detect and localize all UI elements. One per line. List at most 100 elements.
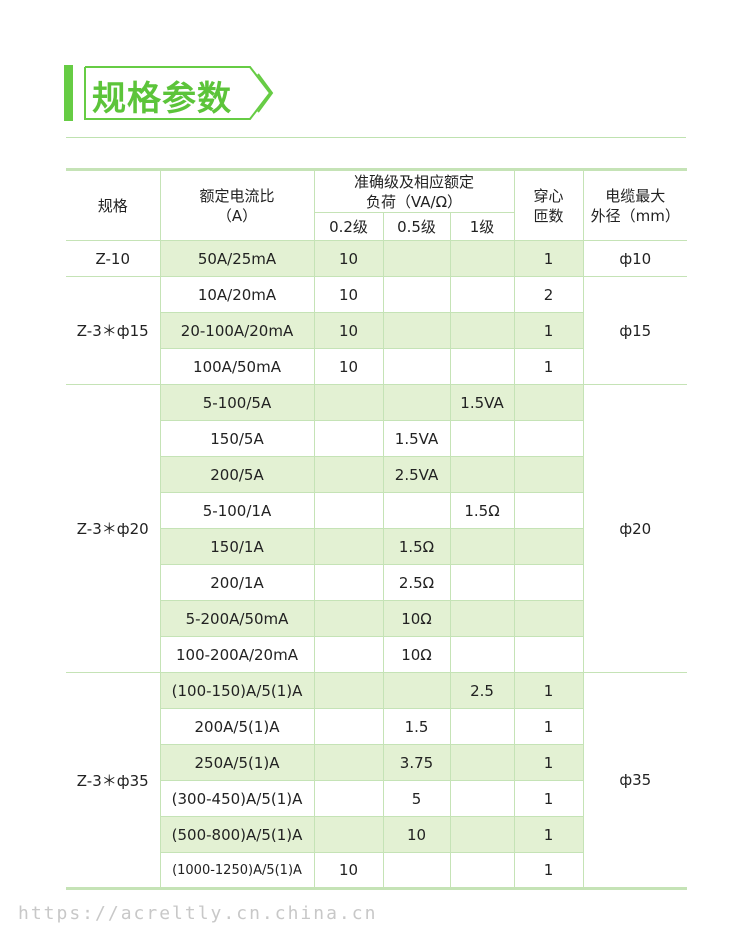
class-0-2-cell [313, 528, 384, 565]
class-0-2-cell [313, 816, 384, 853]
class-1-cell: 2.5 [449, 672, 515, 709]
class-0-2-cell [313, 384, 384, 421]
class-0-2-cell [313, 420, 384, 457]
turns-cell: 1 [513, 708, 584, 745]
class-0-2-cell: 10 [313, 348, 384, 385]
class-1-cell [449, 600, 515, 637]
cable-diameter-cell: ф15 [582, 276, 688, 385]
title-badge: 规格参数 [84, 66, 274, 120]
rated-ratio-cell: 200/1A [160, 564, 315, 601]
title-divider [66, 137, 686, 138]
spec-model-cell: Z-3＊ф20 [66, 384, 161, 673]
header-turns-line1: 穿心 [533, 186, 564, 205]
rated-ratio-cell: 200/5A [160, 456, 315, 493]
title-chevron-frame [84, 66, 274, 120]
table-row: 5-100/1A 1.5Ω [66, 492, 687, 529]
class-1-cell [449, 780, 515, 817]
turns-cell: 1 [513, 312, 584, 349]
class-0-2-cell: 10 [313, 312, 384, 349]
class-0-5-cell: 10Ω [382, 636, 451, 673]
table-row: Z-3＊ф20 5-100/5A 1.5VA ф20 [66, 384, 688, 673]
class-0-5-cell: 10 [382, 816, 451, 853]
rated-ratio-cell: 100A/50mA [160, 348, 315, 385]
class-0-2-cell [313, 600, 384, 637]
header-cable-line1: 电缆最大 [605, 186, 666, 205]
class-0-2-cell: 10 [313, 240, 384, 277]
class-1-cell [449, 276, 515, 313]
spec-table: 规格 额定电流比 （A） 准确级及相应额定 负荷（VA/Ω） 穿心 匝数 电缆最… [66, 168, 688, 890]
class-0-5-cell: 3.75 [382, 744, 451, 781]
class-0-2-cell [313, 780, 384, 817]
rated-ratio-cell: (100-150)A/5(1)A [159, 672, 315, 709]
rated-ratio-cell: 50A/25mA [159, 240, 315, 277]
class-0-5-cell [382, 492, 451, 529]
header-class-0-2: 0.2级 [314, 212, 384, 241]
rated-ratio-cell: 100-200A/20mA [160, 636, 315, 673]
header-rated-ratio: 额定电流比 （A） [159, 169, 315, 241]
header-class-1: 1级 [449, 212, 515, 241]
table-row: 200A/5(1)A 1.5 1 [66, 708, 687, 745]
class-0-5-cell [382, 312, 451, 349]
header-cable-diameter: 电缆最大 外径（mm） [582, 169, 688, 241]
class-0-5-cell [382, 852, 451, 889]
cable-diameter-cell: ф20 [582, 384, 688, 673]
class-0-5-cell [382, 384, 451, 421]
table-row: 20-100A/20mA 10 1 [66, 312, 687, 349]
class-1-cell: 1.5Ω [449, 492, 515, 529]
header-accuracy-line1: 准确级及相应额定 [354, 172, 475, 191]
header-accuracy: 准确级及相应额定 负荷（VA/Ω） [313, 169, 515, 213]
table-row: 150/1A 1.5Ω [66, 528, 687, 565]
turns-cell: 1 [513, 780, 584, 817]
turns-cell: 1 [513, 816, 584, 853]
class-0-2-cell [313, 564, 384, 601]
table-row: 250A/5(1)A 3.75 1 [66, 744, 687, 781]
turns-cell: 1 [513, 852, 584, 889]
class-1-cell [449, 636, 515, 673]
turns-cell: 1 [513, 672, 584, 709]
class-1-cell [449, 348, 515, 385]
title-accent-bar [64, 65, 73, 121]
header-class-0-5: 0.5级 [382, 212, 451, 241]
rated-ratio-cell: 150/1A [160, 528, 315, 565]
table-row: 200/1A 2.5Ω [66, 564, 687, 601]
class-0-5-cell: 2.5VA [382, 456, 451, 493]
header-spec: 规格 [66, 169, 161, 241]
turns-cell [513, 636, 584, 673]
class-0-5-cell: 1.5Ω [382, 528, 451, 565]
turns-cell [513, 564, 584, 601]
class-0-5-cell: 10Ω [382, 600, 451, 637]
turns-cell [513, 384, 584, 421]
spec-model-cell: Z-10 [66, 240, 161, 277]
rated-ratio-cell: (500-800)A/5(1)A [160, 816, 315, 853]
rated-ratio-cell: 250A/5(1)A [160, 744, 315, 781]
rated-ratio-cell: 150/5A [160, 420, 315, 457]
class-1-cell [449, 744, 515, 781]
header-ratio-line1: 额定电流比 [199, 186, 275, 205]
turns-cell [513, 528, 584, 565]
rated-ratio-cell: 5-100/1A [160, 492, 315, 529]
class-1-cell [449, 528, 515, 565]
turns-cell [513, 456, 584, 493]
watermark: https://acreltly.cn.china.cn [18, 903, 378, 924]
class-0-2-cell [313, 744, 384, 781]
class-0-5-cell: 2.5Ω [382, 564, 451, 601]
spec-model-cell: Z-3＊ф35 [66, 672, 161, 889]
header-accuracy-line2: 负荷（VA/Ω） [365, 192, 463, 211]
table-row: Z-3＊ф15 10A/20mA 10 2 ф15 [66, 276, 688, 385]
class-0-5-cell: 1.5 [382, 708, 451, 745]
class-0-5-cell [382, 240, 451, 277]
header-ratio-line2: （A） [216, 206, 258, 225]
spec-table-body: Z-10 50A/25mA 10 1 ф10 Z-3＊ф15 10A/20mA 10 2 ф15 2… [66, 240, 688, 889]
turns-cell: 1 [513, 744, 584, 781]
rated-ratio-cell: (1000-1250)A/5(1)A [160, 852, 315, 889]
cable-diameter-cell: ф10 [582, 240, 688, 277]
rated-ratio-cell: 5-200A/50mA [160, 600, 315, 637]
class-1-cell [449, 312, 515, 349]
turns-cell [513, 600, 584, 637]
turns-cell: 2 [513, 276, 584, 313]
class-0-2-cell [313, 636, 384, 673]
header-cable-line2: 外径（mm） [590, 206, 680, 225]
rated-ratio-cell: 10A/20mA [159, 276, 315, 313]
rated-ratio-cell: 200A/5(1)A [160, 708, 315, 745]
class-0-5-cell [382, 348, 451, 385]
